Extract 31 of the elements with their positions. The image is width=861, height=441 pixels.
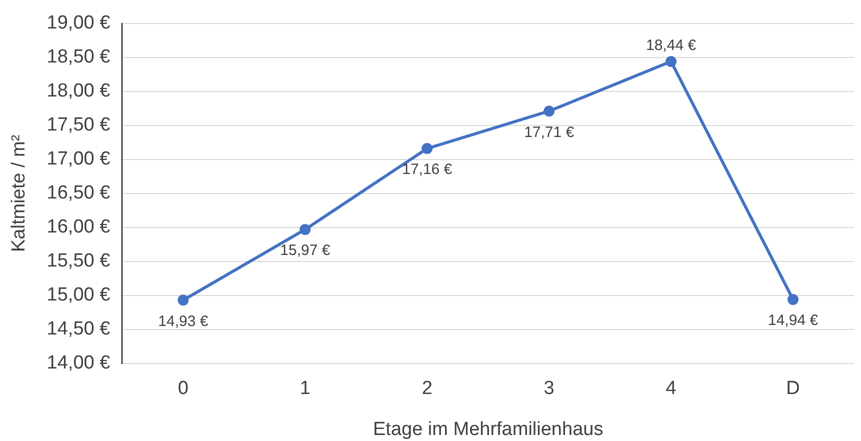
y-tick-label: 18,50 € <box>46 46 111 68</box>
y-tick-label: 15,50 € <box>46 250 111 272</box>
y-tick-label: 17,50 € <box>46 114 111 136</box>
y-tick-label: 17,00 € <box>46 148 111 170</box>
x-tick-label: 1 <box>300 378 310 400</box>
data-label: 18,44 € <box>646 37 697 54</box>
point <box>178 294 189 306</box>
x-tick-label: 3 <box>544 378 554 400</box>
data-label: 17,16 € <box>402 161 453 178</box>
x-tick-label: 0 <box>178 378 188 400</box>
x-tick-label: 4 <box>666 378 677 400</box>
y-axis-title: Kaltmiete / m² <box>8 134 30 252</box>
y-tick-label: 14,00 € <box>46 352 111 374</box>
data-label: 17,71 € <box>524 124 575 141</box>
y-tick-label: 19,00 € <box>46 12 111 34</box>
y-tick-label: 16,50 € <box>46 182 111 204</box>
data-label: 14,94 € <box>768 312 819 330</box>
data-label: 15,97 € <box>280 242 331 260</box>
y-tick-label: 14,50 € <box>46 318 111 340</box>
y-tick-label: 15,00 € <box>46 284 111 306</box>
point <box>422 143 433 154</box>
point <box>544 106 555 117</box>
x-tick-label: 2 <box>422 378 432 400</box>
point <box>788 294 799 305</box>
x-axis-title: Etage im Mehrfamilienhaus <box>372 418 604 440</box>
point <box>300 224 311 235</box>
x-tick-label: D <box>786 378 800 400</box>
point <box>666 56 677 67</box>
y-tick-label: 16,00 € <box>46 216 111 238</box>
data-label: 14,93 € <box>158 312 209 330</box>
y-tick-label: 18,00 € <box>46 80 111 102</box>
